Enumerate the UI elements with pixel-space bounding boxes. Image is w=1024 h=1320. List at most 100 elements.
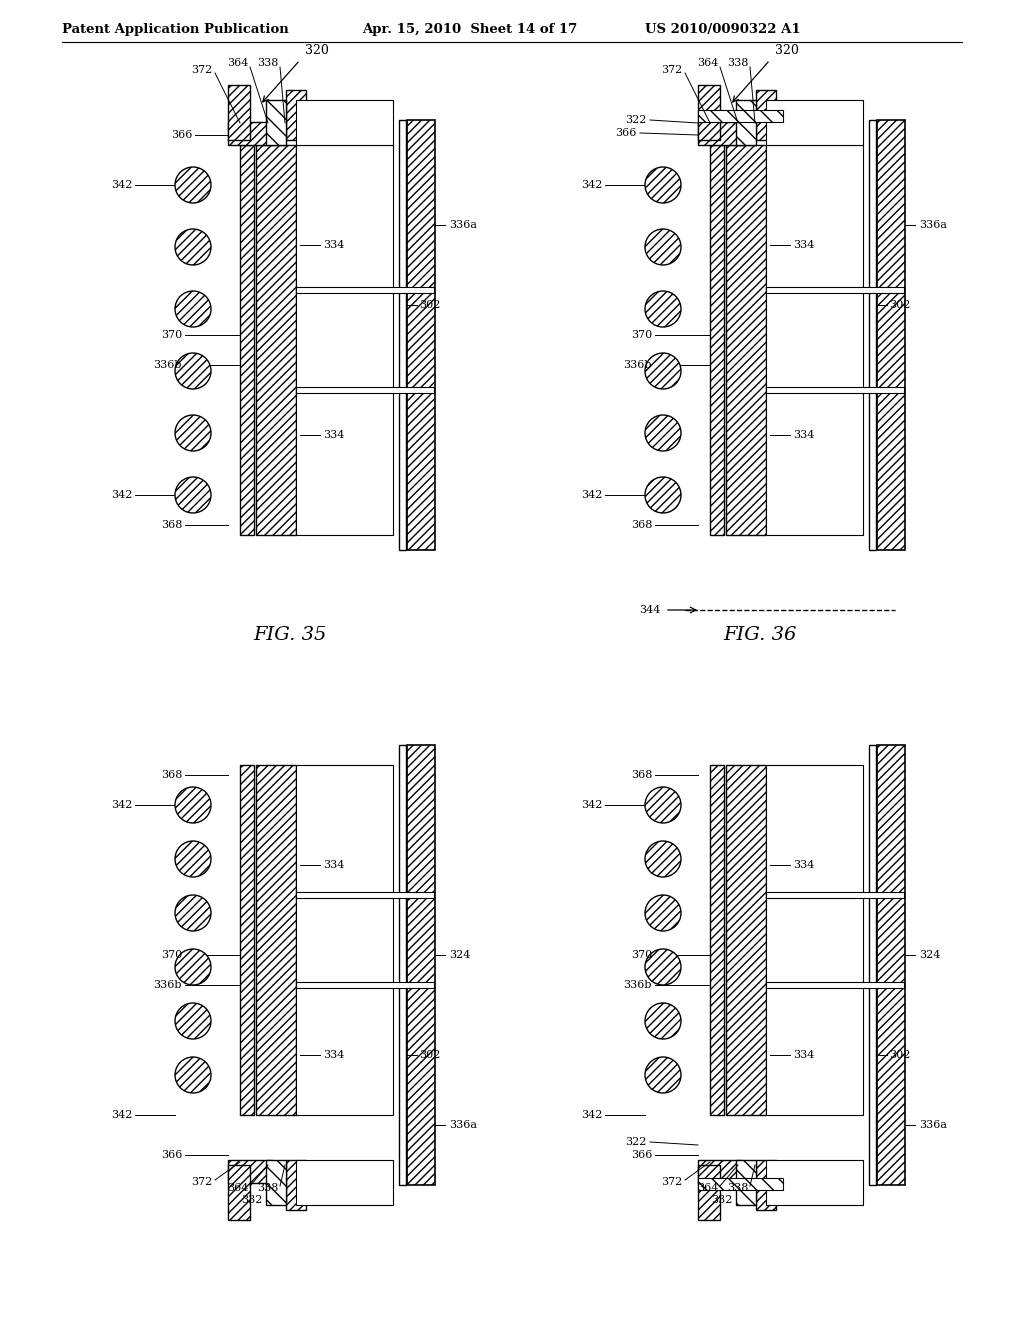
- Bar: [877, 744, 905, 1185]
- Text: 342: 342: [581, 180, 602, 190]
- Text: 372: 372: [190, 1177, 212, 1187]
- Bar: [766, 892, 904, 898]
- Bar: [296, 145, 393, 535]
- Text: 366: 366: [171, 129, 193, 140]
- Text: 302: 302: [889, 300, 910, 310]
- Bar: [766, 1160, 863, 1205]
- Circle shape: [645, 477, 681, 513]
- Bar: [296, 288, 434, 293]
- Bar: [228, 1166, 250, 1220]
- Text: 334: 334: [793, 430, 814, 440]
- Bar: [228, 1160, 272, 1183]
- Bar: [698, 84, 720, 140]
- Bar: [726, 766, 766, 1115]
- Bar: [407, 120, 435, 550]
- Bar: [228, 84, 250, 140]
- Bar: [266, 1160, 286, 1205]
- Circle shape: [645, 895, 681, 931]
- Bar: [286, 1160, 306, 1210]
- Bar: [736, 1160, 756, 1205]
- Circle shape: [645, 1003, 681, 1039]
- Bar: [296, 766, 393, 1115]
- Bar: [240, 766, 254, 1115]
- Text: 372: 372: [660, 65, 682, 75]
- Text: 368: 368: [161, 520, 182, 531]
- Bar: [296, 892, 434, 898]
- Text: 302: 302: [419, 300, 440, 310]
- Text: 342: 342: [111, 180, 132, 190]
- Text: 332: 332: [242, 1195, 263, 1205]
- Text: 370: 370: [631, 330, 652, 341]
- Text: 324: 324: [919, 950, 940, 960]
- Text: 320: 320: [305, 44, 329, 57]
- Text: 334: 334: [793, 1049, 814, 1060]
- Bar: [766, 100, 863, 145]
- Text: 338: 338: [727, 58, 748, 69]
- Text: 334: 334: [323, 430, 344, 440]
- Circle shape: [175, 228, 211, 265]
- Bar: [766, 288, 904, 293]
- Bar: [877, 120, 905, 550]
- Circle shape: [175, 787, 211, 822]
- Bar: [766, 387, 904, 393]
- Circle shape: [645, 352, 681, 389]
- Circle shape: [175, 290, 211, 327]
- Text: 366: 366: [631, 1150, 652, 1160]
- Text: 368: 368: [631, 520, 652, 531]
- Circle shape: [645, 949, 681, 985]
- Bar: [736, 100, 756, 145]
- Text: 370: 370: [161, 950, 182, 960]
- Text: US 2010/0090322 A1: US 2010/0090322 A1: [645, 22, 801, 36]
- Text: 342: 342: [581, 490, 602, 500]
- Text: 342: 342: [111, 490, 132, 500]
- Circle shape: [175, 1003, 211, 1039]
- Bar: [286, 90, 306, 140]
- Circle shape: [645, 787, 681, 822]
- Bar: [869, 744, 876, 1185]
- Text: 336b: 336b: [624, 360, 652, 370]
- Circle shape: [645, 414, 681, 451]
- Bar: [698, 1160, 742, 1183]
- Bar: [240, 145, 254, 535]
- Bar: [698, 1166, 720, 1220]
- Text: 364: 364: [226, 1183, 248, 1193]
- Circle shape: [645, 1057, 681, 1093]
- Circle shape: [175, 841, 211, 876]
- Text: 342: 342: [111, 800, 132, 810]
- Circle shape: [175, 352, 211, 389]
- Text: 334: 334: [323, 861, 344, 870]
- Text: 320: 320: [775, 44, 799, 57]
- Circle shape: [175, 1057, 211, 1093]
- Text: 336b: 336b: [624, 979, 652, 990]
- Bar: [869, 120, 876, 550]
- Circle shape: [175, 477, 211, 513]
- Bar: [698, 121, 742, 145]
- Text: 334: 334: [323, 1049, 344, 1060]
- Text: 364: 364: [226, 58, 248, 69]
- Text: 322: 322: [626, 1137, 647, 1147]
- Bar: [698, 1177, 783, 1191]
- Text: 370: 370: [161, 330, 182, 341]
- Bar: [296, 100, 393, 145]
- Text: 342: 342: [581, 1110, 602, 1119]
- Text: 368: 368: [631, 770, 652, 780]
- Circle shape: [645, 290, 681, 327]
- Bar: [296, 982, 434, 987]
- Circle shape: [645, 168, 681, 203]
- Text: 364: 364: [696, 58, 718, 69]
- Text: 336a: 336a: [449, 220, 477, 230]
- Text: 338: 338: [257, 58, 278, 69]
- Text: 368: 368: [161, 770, 182, 780]
- Bar: [766, 982, 904, 987]
- Text: Patent Application Publication: Patent Application Publication: [62, 22, 289, 36]
- Circle shape: [175, 895, 211, 931]
- Text: 370: 370: [631, 950, 652, 960]
- Text: 342: 342: [581, 800, 602, 810]
- Text: 336a: 336a: [919, 1119, 947, 1130]
- Bar: [296, 387, 434, 393]
- Bar: [228, 121, 272, 145]
- Bar: [726, 145, 766, 535]
- Bar: [266, 100, 286, 145]
- Bar: [756, 90, 776, 140]
- Text: 336b: 336b: [154, 979, 182, 990]
